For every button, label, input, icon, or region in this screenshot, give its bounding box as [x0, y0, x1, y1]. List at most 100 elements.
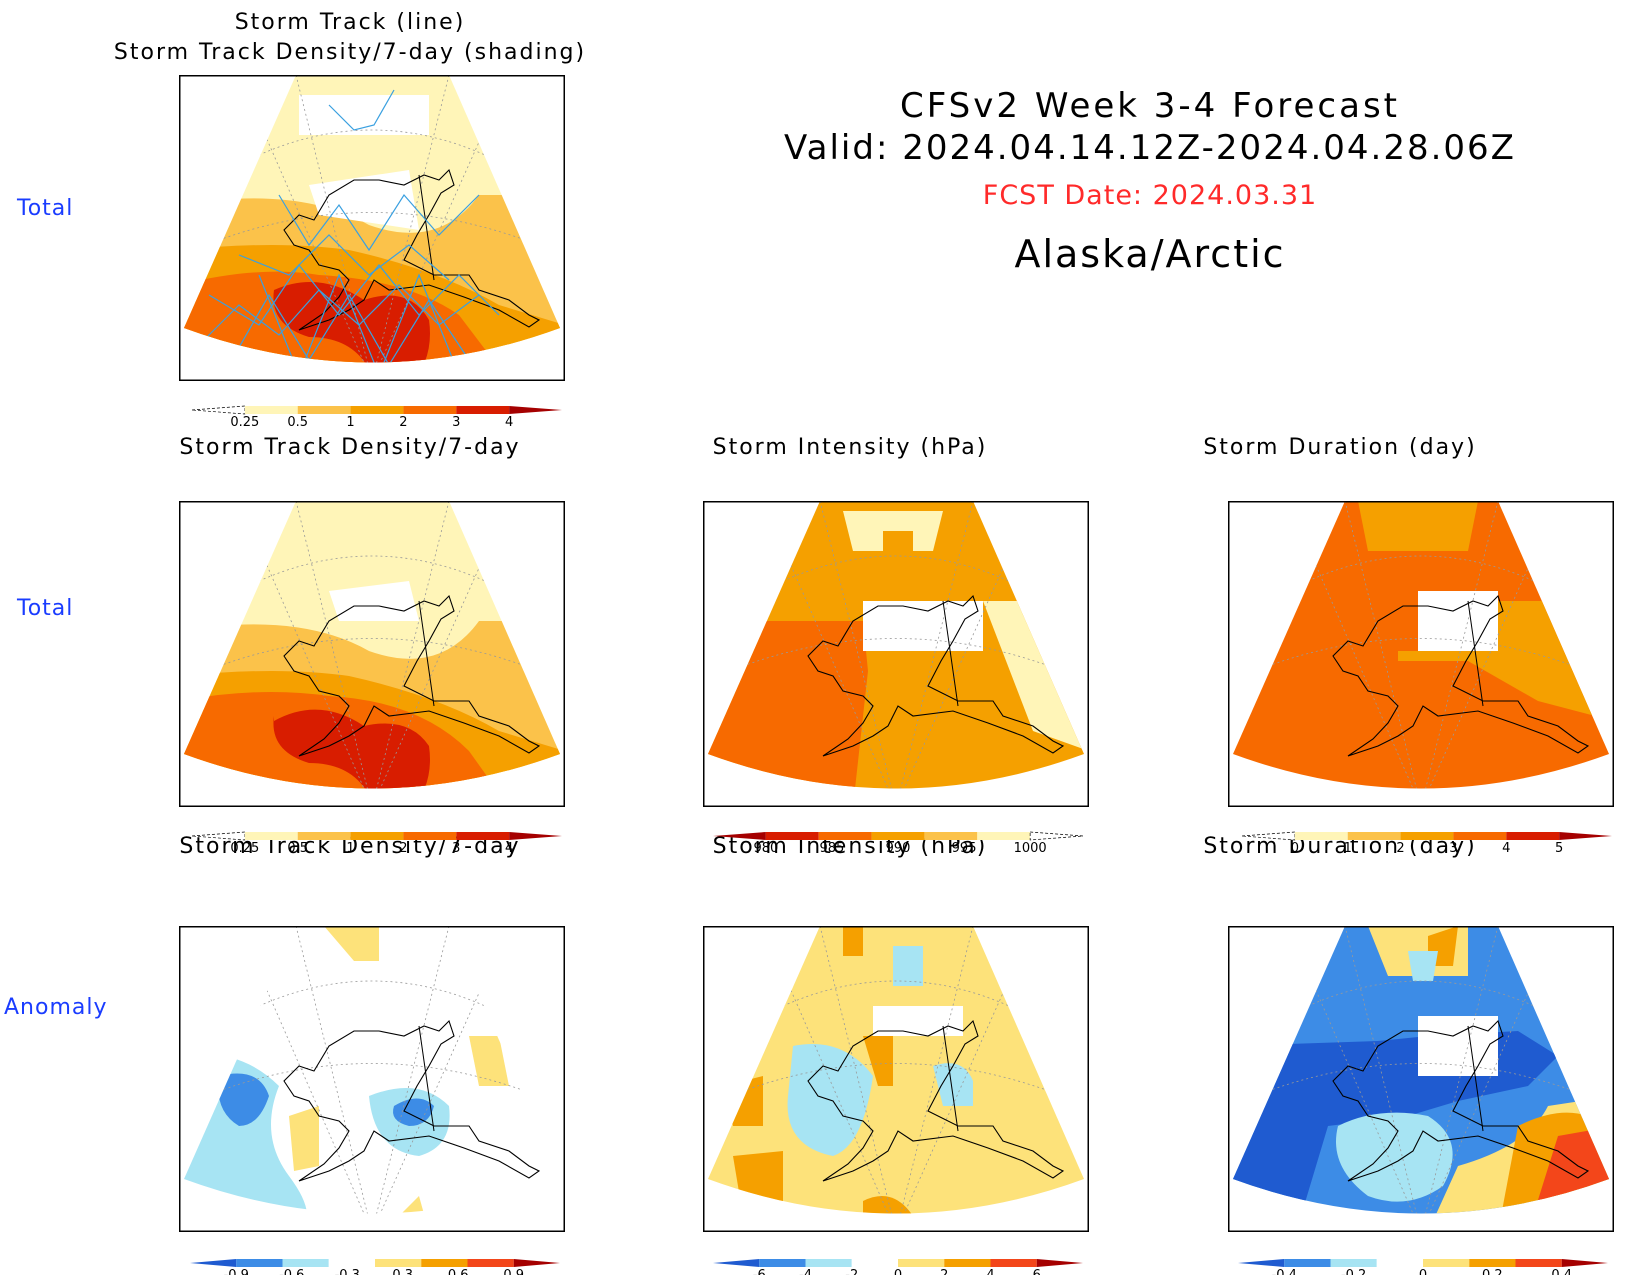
coastline: [283, 594, 541, 757]
colorbar-tick-label: 0.4: [1551, 1268, 1572, 1275]
coastline: [1332, 1019, 1590, 1182]
colorbar-segment: [1347, 832, 1401, 840]
shading-layer: [708, 501, 1084, 789]
shaded-region: [393, 1098, 434, 1126]
colorbar-segment: [297, 832, 351, 840]
colorbar-segment: [1506, 832, 1560, 840]
colorbar-segment: [924, 832, 978, 840]
colorbar-segment: [759, 1259, 806, 1267]
shaded-region: [733, 1151, 783, 1214]
coastline: [807, 1019, 1065, 1182]
shaded-region: [1418, 591, 1498, 651]
colorbar-segment: [375, 1259, 422, 1267]
colorbar-tick-label: -4: [799, 1268, 812, 1275]
colorbar-tick-label: -0.2: [1341, 1268, 1366, 1275]
map-frame: [703, 501, 1089, 807]
border-line: [418, 174, 435, 281]
colorbar-segment: [713, 1259, 760, 1267]
shaded-region: [873, 1006, 963, 1036]
colorbar-tick-label: 5: [1555, 841, 1563, 856]
border-line: [418, 600, 435, 707]
colorbar-segment: [509, 832, 562, 840]
colorbar-segment: [244, 406, 298, 414]
map-duration-anomaly: [1228, 926, 1614, 1232]
colorbar-tick-label: 0.2: [1482, 1268, 1503, 1275]
colorbar-segment: [1559, 832, 1612, 840]
row-label-total-1: Total: [17, 196, 74, 221]
colorbar-tick-label: 3: [452, 841, 460, 856]
colorbar-segment: [403, 406, 457, 414]
coastline: [807, 594, 1065, 757]
colorbar-segment: [944, 1259, 991, 1267]
colorbar-tick-label: 0.9: [503, 1268, 524, 1275]
colorbar-tick-label: -0.3: [335, 1268, 360, 1275]
shaded-region: [1398, 651, 1468, 661]
colorbar-segment: [851, 1259, 898, 1267]
colorbar-segment: [403, 832, 457, 840]
colorbar-segment: [1515, 1259, 1562, 1267]
colorbar-tick-label: 1: [346, 841, 354, 856]
storm-track: [198, 284, 480, 346]
colorbar-tick-label: -0.6: [279, 1268, 304, 1275]
shaded-region: [273, 709, 430, 789]
coastline: [1332, 594, 1590, 757]
colorbar-tick-label: 980: [753, 841, 778, 856]
shaded-region: [469, 1036, 509, 1086]
shaded-region: [863, 601, 983, 651]
colorbar-segment: [990, 1259, 1037, 1267]
colorbar-tick-label: 0: [1291, 841, 1299, 856]
colorbar-segment: [1453, 832, 1507, 840]
border-line: [1467, 600, 1484, 707]
storm-track: [238, 234, 450, 281]
colorbar-segment: [190, 1259, 237, 1267]
colorbar-segment: [421, 1259, 468, 1267]
colorbar-segment: [898, 1259, 945, 1267]
colorbar-segment: [282, 1259, 329, 1267]
panel-title-intensity-total: Storm Intensity (hPa): [712, 435, 988, 460]
colorbar-tick-label: 3: [452, 415, 460, 430]
map-intensity-total: [703, 501, 1089, 807]
storm-track: [208, 263, 500, 326]
colorbar-density-total: 0.25 0.5 1 2 3 4: [191, 831, 562, 856]
colorbar-segment: [328, 1259, 375, 1267]
colorbar-segment: [977, 832, 1031, 840]
colorbar-duration-total: 0 1 2 3 4 5: [1241, 831, 1612, 856]
colorbar-tick-label: -6: [753, 1268, 766, 1275]
colorbar-tick-label: 1: [346, 415, 354, 430]
shaded-region: [1408, 951, 1438, 981]
panel-subtitle-storm-track: Storm Track Density/7-day (shading): [113, 40, 587, 65]
map-frame: [1228, 926, 1614, 1232]
colorbar-segment: [1294, 832, 1348, 840]
colorbar-tick-label: 2: [940, 1268, 948, 1275]
colorbar-segment: [805, 1259, 852, 1267]
colorbar-tick-label: 1000: [1014, 841, 1047, 856]
colorbar-storm-track: 0.25 0.5 1 2 3 4: [191, 405, 562, 430]
shaded-region: [708, 621, 868, 789]
shaded-region: [723, 1076, 763, 1126]
colorbar-segment: [244, 832, 298, 840]
colorbar-segment: [1284, 1259, 1331, 1267]
colorbar-duration-anomaly: -0.4 -0.2 0 0.2 0.4: [1238, 1259, 1608, 1275]
colorbar-intensity-total: 980 985 990 995 1000: [713, 831, 1084, 856]
colorbar-segment: [1561, 1259, 1608, 1267]
colorbar-segment: [350, 406, 404, 414]
colorbar-tick-label: -0.9: [224, 1268, 249, 1275]
panel-title-storm-track: Storm Track (line): [234, 10, 466, 35]
colorbar-segment: [456, 406, 510, 414]
colorbar-segment: [1423, 1259, 1470, 1267]
shaded-region: [863, 1036, 893, 1086]
region-name: Alaska/Arctic: [1014, 232, 1286, 276]
colorbar-tick-label: 0: [1419, 1268, 1427, 1275]
colorbar-tick-label: 990: [886, 841, 911, 856]
colorbar-tick-label: -0.4: [1272, 1268, 1297, 1275]
shading-layer: [1233, 926, 1609, 1214]
colorbar-segment: [1238, 1259, 1285, 1267]
colorbar-intensity-anomaly: -6 -4 -2 0 2 4 6: [713, 1259, 1083, 1275]
colorbar-segment: [350, 832, 404, 840]
shaded-region: [843, 926, 863, 956]
colorbar-tick-label: -2: [845, 1268, 858, 1275]
colorbar-segment: [467, 1259, 514, 1267]
colorbar-segment: [191, 831, 246, 841]
colorbar-segment: [1029, 831, 1084, 841]
colorbar-tick-label: 3: [1449, 841, 1457, 856]
